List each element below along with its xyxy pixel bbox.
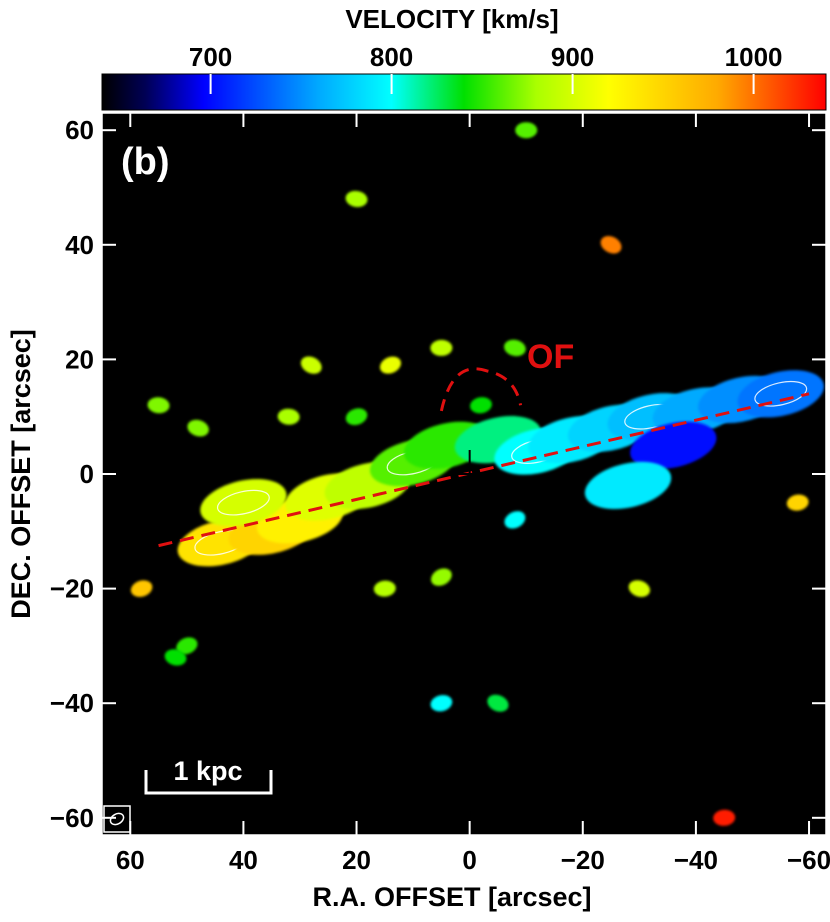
- emission-blob: [130, 580, 153, 597]
- axis-ticks: [102, 113, 826, 835]
- emission-blob: [277, 408, 300, 425]
- emission-blob: [200, 479, 287, 527]
- emission-blob: [379, 356, 402, 374]
- emission-blob: [584, 461, 672, 510]
- colorbar-tick-label: 700: [189, 42, 232, 72]
- emission-blob: [630, 421, 717, 469]
- y-tick-label: 40: [65, 230, 94, 260]
- center-marker: [449, 450, 490, 498]
- x-tick-label: −20: [561, 845, 605, 875]
- emission-blob: [470, 397, 492, 414]
- emission-blob: [504, 511, 526, 529]
- emission-blob: [373, 580, 396, 597]
- colorbar-tick-label: 800: [370, 42, 413, 72]
- x-tick-label: 20: [342, 845, 371, 875]
- emission-blob: [164, 649, 187, 666]
- emission-blob: [176, 637, 198, 655]
- emission-blob: [300, 356, 322, 374]
- scale-bar-label: 1 kpc: [173, 756, 242, 786]
- emission-blob: [713, 809, 736, 826]
- x-tick-labels: 60 40 20 0 −20 −40 −60: [116, 845, 830, 875]
- emission-blob: [147, 397, 170, 414]
- outflow-arc: [439, 367, 523, 412]
- emission-blob: [628, 580, 651, 597]
- x-tick-label: 60: [116, 845, 145, 875]
- colorbar-tick-label: 1000: [725, 42, 783, 72]
- x-tick-label: 0: [462, 845, 476, 875]
- y-tick-labels: 60 40 20 0 −20 −40 −60: [50, 115, 94, 833]
- y-tick-label: −60: [50, 803, 94, 833]
- colorbar-tick-label: 900: [551, 42, 594, 72]
- x-tick-label: −60: [787, 845, 830, 875]
- colorbar-label: VELOCITY [km/s]: [345, 4, 558, 34]
- emission-blob: [487, 694, 509, 712]
- emission-blob: [430, 568, 452, 586]
- emission-blob: [345, 408, 368, 426]
- y-tick-label: 60: [65, 115, 94, 145]
- emission-blob: [504, 339, 526, 357]
- y-tick-label: −20: [50, 574, 94, 604]
- emission-blob: [430, 695, 453, 712]
- intensity-contour: [216, 489, 270, 516]
- x-tick-label: 40: [229, 845, 258, 875]
- y-tick-label: −40: [50, 688, 94, 718]
- y-tick-label: 0: [80, 459, 94, 489]
- scale-bar: 1 kpc: [144, 756, 273, 795]
- x-axis-title: R.A. OFFSET [arcsec]: [312, 882, 591, 912]
- major-axis-line: [158, 392, 810, 548]
- emission-blob: [786, 494, 809, 511]
- outflow-label: OF: [527, 338, 574, 376]
- y-axis-title: DEC. OFFSET [arcsec]: [6, 329, 36, 619]
- emission-blob: [187, 419, 209, 437]
- x-tick-label: −40: [674, 845, 718, 875]
- colorbar-ticks: 700 800 900 1000: [189, 42, 783, 94]
- beam-marker: [103, 805, 131, 833]
- emission-blob: [345, 190, 368, 208]
- panel-label: (b): [121, 141, 170, 183]
- y-tick-label: 20: [65, 344, 94, 374]
- emission-blob: [600, 236, 622, 254]
- emission-blob: [430, 339, 453, 356]
- colorbar: [101, 73, 827, 111]
- intensity-contour: [754, 380, 808, 407]
- emission-blob: [515, 122, 538, 139]
